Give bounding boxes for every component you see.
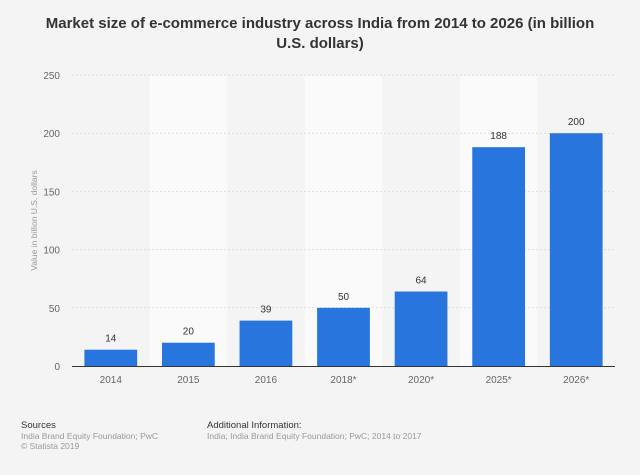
x-tick-label: 2020* [408, 375, 434, 386]
bar [549, 133, 603, 366]
copyright: © Statista 2019 [21, 441, 80, 451]
bar [394, 291, 448, 366]
bar [239, 320, 293, 366]
bar [472, 147, 526, 366]
sources-label: Sources [21, 420, 56, 431]
bar [84, 349, 138, 366]
y-tick-label: 100 [43, 246, 60, 257]
data-label: 200 [568, 117, 585, 128]
x-tick-label: 2014 [100, 375, 123, 386]
data-label: 188 [490, 131, 507, 142]
additional-info-block: Additional Information: India; India Bra… [207, 420, 422, 442]
category-band [149, 75, 228, 366]
x-tick-label: 2018* [330, 375, 356, 386]
y-axis-label: Value in billion U.S. dollars [29, 170, 39, 270]
sources-block: Sources India Brand Equity Foundation; P… [21, 420, 159, 452]
data-label: 20 [183, 327, 195, 338]
bar [317, 307, 370, 366]
y-tick-label: 250 [43, 71, 60, 82]
y-tick-label: 0 [54, 362, 60, 373]
y-tick-label: 200 [43, 129, 60, 140]
data-label: 39 [260, 305, 272, 316]
y-tick-label: 50 [49, 304, 61, 315]
x-tick-label: 2025* [486, 375, 512, 386]
x-tick-label: 2016 [255, 375, 278, 386]
x-tick-label: 2015 [177, 375, 200, 386]
additional-info-label: Additional Information: [207, 420, 302, 431]
sources-text: India Brand Equity Foundation; PwC [21, 431, 159, 441]
data-label: 14 [105, 334, 117, 345]
additional-info-text: India; India Brand Equity Foundation; Pw… [207, 431, 422, 441]
chart-title: Market size of e-commerce industry acros… [45, 15, 595, 52]
x-tick-label: 2026* [563, 375, 589, 386]
data-label: 50 [338, 292, 350, 303]
bar-chart: 0 50 100 150 200 250 Value in billion U.S. dol… [29, 71, 615, 386]
data-label: 64 [416, 276, 428, 287]
y-tick-label: 150 [43, 187, 60, 198]
bar [161, 342, 215, 366]
